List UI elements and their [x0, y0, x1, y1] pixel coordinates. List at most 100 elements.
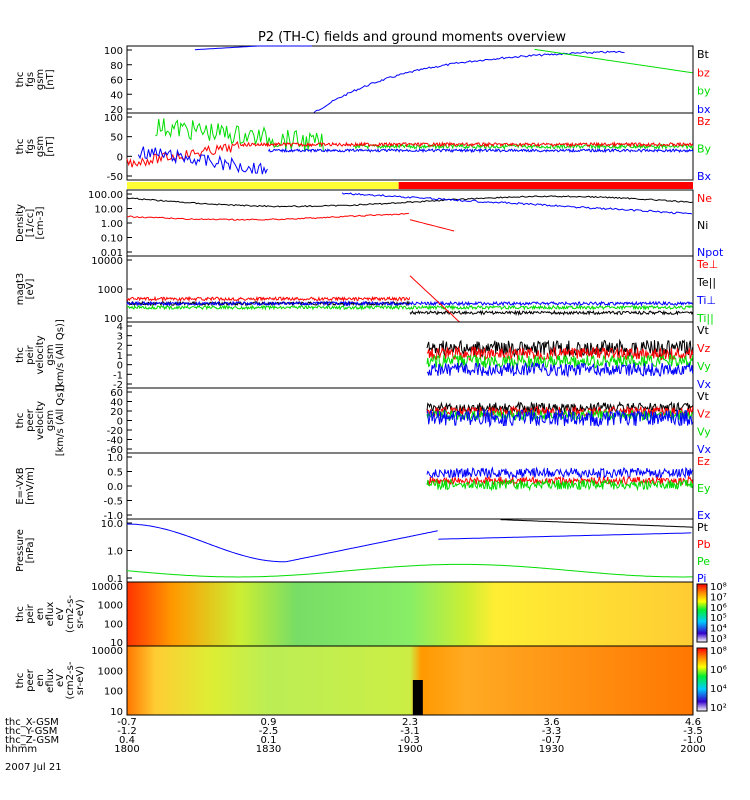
pressure-ylabel-line: Pressure — [15, 529, 26, 572]
density-ytick: 10.00 — [94, 205, 123, 216]
electron-velocity-legend-Vy: Vy — [697, 425, 711, 438]
ion-spectrogram-ylabel-line: en — [35, 608, 46, 621]
time-tick: -0.7 — [117, 717, 137, 728]
time-tick: 4.6 — [685, 717, 701, 728]
status-segment-red — [398, 182, 693, 189]
electron-spectrogram-ylabel-line: thc — [15, 673, 26, 689]
time-axis: thc_X-GSM -0.7 0.9 2.3 3.6 4.6 thc_Y-GSM -1.2 -2… — [5, 717, 706, 773]
ion-spectrogram-colorbar-tick: 10⁴ — [710, 624, 727, 635]
ion-spectrogram-image — [127, 582, 693, 646]
electron-velocity-ylabel-line: peer — [25, 408, 36, 432]
time-row-label: thc_Y-GSM — [5, 726, 57, 737]
ion-velocity-ytick: 4 — [117, 322, 123, 333]
electron-spectrogram-ylabel-line: en — [35, 674, 46, 687]
time-tick: 1930 — [539, 744, 564, 755]
fgs-total-ytick: 60 — [110, 76, 123, 87]
time-tick: 3.6 — [544, 717, 560, 728]
electron-spectrogram-ylabel-line: sr-eV) — [75, 666, 86, 695]
ion-spectrogram-ylabel-line: peir — [25, 603, 36, 623]
temperature-legend-Te⊥: Te⊥ — [696, 258, 718, 271]
time-tick: 0.9 — [261, 717, 277, 728]
Vx-line — [426, 361, 694, 378]
electron-spectrogram-colorbar-tick: 10⁶ — [710, 665, 727, 676]
pressure-ytick: 0.1 — [107, 574, 123, 585]
fgs-total-ytick: 40 — [110, 90, 123, 101]
electron-spectrogram-frame — [126, 645, 694, 716]
fgs-zoom-legend-Bx: Bx — [697, 170, 712, 183]
electron-velocity-ytick: 0 — [117, 417, 123, 428]
fgs-zoom-ytick: 50 — [110, 133, 123, 144]
electron-velocity-ylabel-line: [km/s (All Qs)] — [55, 385, 66, 457]
temperature-legend-Te||: Te|| — [696, 276, 716, 289]
pressure-ytick: 1.0 — [107, 547, 123, 558]
fgs-total-frame — [126, 45, 694, 114]
Ne-line — [409, 219, 455, 232]
ion-spectrogram-colorbar-tick: 10⁶ — [710, 603, 727, 614]
electron-spectrogram-ylabel: thcpeerenefluxeV(cm2-s-sr-eV) — [15, 661, 86, 699]
fgs-total-ylabel-line: gsm — [35, 69, 46, 90]
time-tick: -1.0 — [683, 735, 703, 746]
electron-velocity-ylabel-line: thc — [15, 413, 26, 429]
Teperp-line — [126, 295, 411, 303]
efield-legend-Ez: Ez — [697, 455, 710, 468]
pressure-legend-Pb: Pb — [697, 538, 711, 551]
electron-velocity-legend-Vz: Vz — [697, 408, 711, 421]
status-bar — [127, 182, 693, 189]
temperature-legend-Ti||: Ti|| — [696, 312, 714, 325]
ion-velocity-legend-Vt: Vt — [697, 324, 710, 337]
fgs-zoom-ylabel-line: [nT] — [45, 136, 56, 156]
Bx-line — [268, 147, 694, 154]
Teperp-line — [409, 275, 466, 323]
fgs-total-ylabel: thcfgsgsm[nT] — [15, 69, 56, 90]
fgs-zoom-ylabel: thcfgsgsm[nT] — [15, 136, 56, 157]
panels: thcfgsgsm[nT]10080604020Btbzbybxthcfgsgs… — [15, 45, 727, 718]
fgs-zoom-ylabel-line: thc — [15, 139, 26, 155]
efield-frame — [126, 452, 694, 520]
fgs-total-legend-bx: bx — [697, 103, 711, 116]
Vz-line — [426, 405, 694, 418]
pressure-ytick: 10.0 — [101, 519, 123, 530]
Pi-line — [438, 532, 692, 540]
electron-spectrogram-ylabel-line: (cm2-s- — [65, 661, 76, 699]
time-row-label: hhmm — [5, 744, 37, 755]
density-ylabel: Density[1/cc][cm-3] — [15, 204, 46, 242]
fgs-total-legend-bz: bz — [697, 66, 710, 79]
time-row-label: thc_X-GSM — [5, 717, 59, 728]
Vy-line — [426, 353, 694, 370]
Tiperp-line — [126, 300, 693, 307]
electron-spectrogram-ylabel-line: eflux — [45, 668, 56, 693]
Bx-line — [137, 146, 268, 175]
temperature-ytick: 10000 — [91, 256, 123, 267]
density-legend-Ni: Ni — [697, 219, 708, 232]
ion-velocity-ytick: -1 — [113, 370, 123, 381]
electron-velocity-ylabel-line: gsm — [45, 410, 56, 431]
Ez-line — [426, 475, 694, 487]
Ey-line — [426, 478, 694, 492]
ion-spectrogram-ylabel-line: sr-eV) — [75, 599, 86, 628]
electron-spectrogram-colorbar — [696, 647, 708, 712]
density-ytick: 0.01 — [101, 248, 123, 259]
efield-ytick: -1.0 — [103, 511, 123, 522]
panel-electron-spectrogram: thcpeerenefluxeV(cm2-s-sr-eV) 10000 1000 10… — [15, 645, 727, 718]
pressure-ylabel: Pressure[nPa] — [15, 529, 36, 572]
density-ytick: 100.00 — [88, 190, 123, 201]
fgs-zoom-ytick: 100 — [104, 113, 123, 124]
fgs-total-legend-by: by — [697, 85, 711, 98]
ion-spectrogram-ylabel-line: eV — [55, 607, 66, 620]
time-tick: -2.5 — [259, 726, 279, 737]
ion-velocity-ytick: -2 — [113, 380, 123, 391]
electron-velocity-ytick: 60 — [110, 388, 123, 399]
panel-density: Density[1/cc][cm-3] 100.00 10.00 1.00 0.10 0.… — [15, 189, 724, 259]
time-tick: -3.1 — [400, 726, 420, 737]
Pe-line — [126, 563, 693, 578]
electron-spectrogram-ytick: 1000 — [98, 666, 123, 677]
pressure-legend-Pi: Pi — [697, 572, 706, 585]
time-tick: 0.1 — [261, 735, 277, 746]
density-legend-Npot: Npot — [697, 246, 724, 259]
ion-velocity-ylabel-line: peir — [25, 344, 36, 364]
by-line — [534, 48, 693, 74]
ion-velocity-ylabel: thcpeirvelocitygsm[km/s (All Qs)] — [15, 319, 66, 391]
By-line — [353, 142, 694, 151]
By-line — [155, 118, 324, 152]
